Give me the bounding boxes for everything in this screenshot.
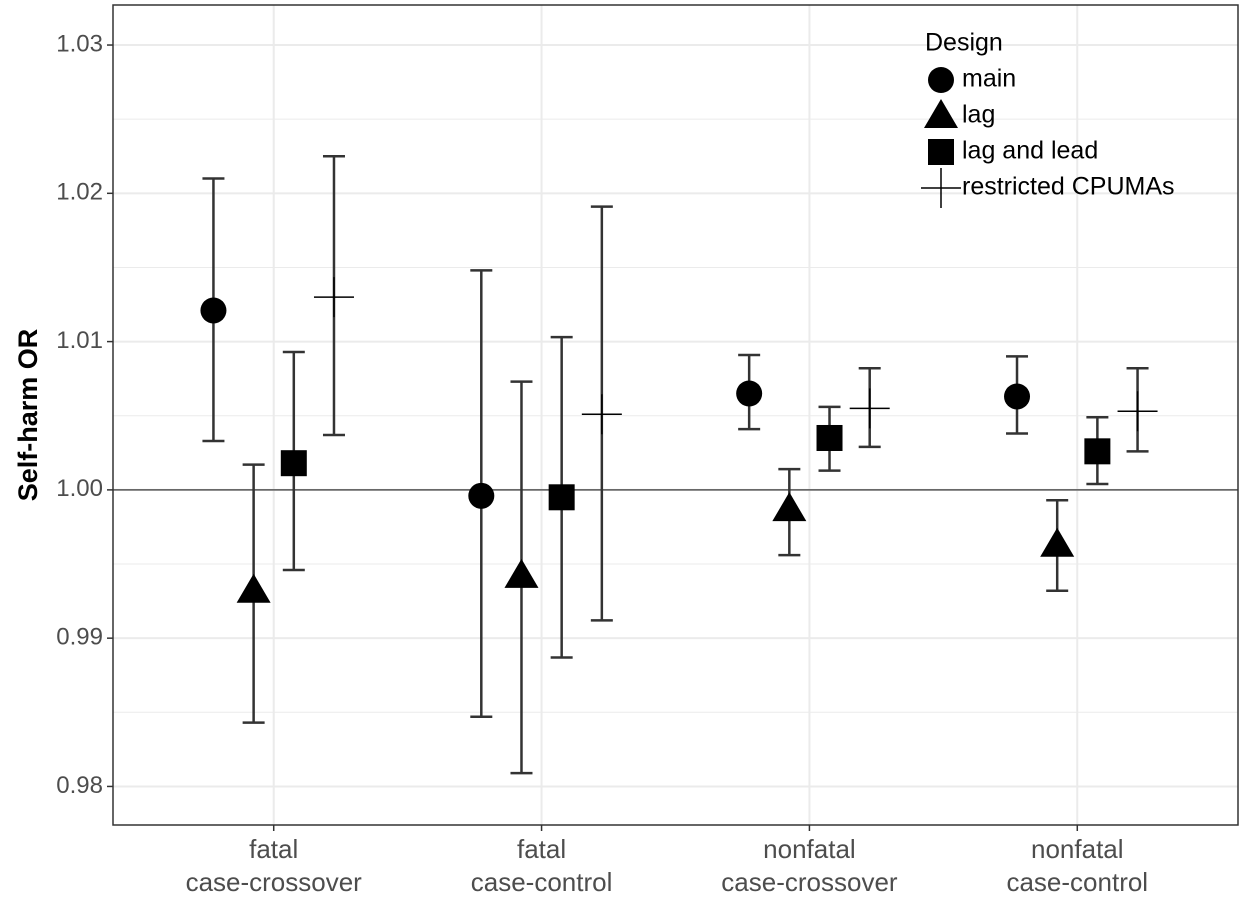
- y-tick-label: 0.98: [56, 772, 103, 799]
- legend-symbol: [924, 99, 958, 128]
- legend-symbol: [921, 168, 961, 208]
- point: [313, 277, 354, 318]
- x-tick-label: fatal: [249, 834, 298, 864]
- point: [236, 573, 271, 603]
- y-tick-label: 1.03: [56, 30, 103, 57]
- legend-label: lag and lead: [962, 137, 1098, 165]
- point: [816, 424, 843, 451]
- point: [548, 484, 575, 511]
- point: [504, 558, 539, 588]
- point: [849, 388, 890, 429]
- point: [736, 380, 763, 407]
- x-tick-label: nonfatal: [763, 834, 856, 864]
- point: [1004, 383, 1031, 410]
- legend-title: Design: [925, 29, 1003, 57]
- y-tick-label: 1.00: [56, 475, 103, 502]
- x-tick-label: nonfatal: [1031, 834, 1124, 864]
- point: [468, 482, 495, 509]
- legend-label: restricted CPUMAs: [962, 173, 1175, 201]
- x-tick-label: case-crossover: [186, 867, 363, 897]
- x-tick-label: fatal: [517, 834, 566, 864]
- point: [772, 492, 807, 522]
- point: [581, 394, 622, 435]
- y-tick-label: 1.02: [56, 179, 103, 206]
- x-tick-label: case-control: [1006, 867, 1148, 897]
- y-tick-label: 0.99: [56, 624, 103, 651]
- legend-symbol: [928, 139, 954, 165]
- legend-label: lag: [962, 101, 995, 129]
- x-tick-label: case-control: [471, 867, 613, 897]
- point: [280, 450, 307, 477]
- point: [200, 297, 227, 324]
- plot-border: [112, 4, 1239, 826]
- point: [1117, 391, 1158, 432]
- x-tick-label: case-crossover: [721, 867, 898, 897]
- point: [1040, 527, 1075, 557]
- y-tick-label: 1.01: [56, 327, 103, 354]
- legend-label: main: [962, 65, 1016, 93]
- legend-symbol: [928, 67, 954, 93]
- point: [1084, 438, 1111, 465]
- plot-background: [113, 5, 1238, 825]
- y-axis-title: Self-harm OR: [13, 329, 43, 502]
